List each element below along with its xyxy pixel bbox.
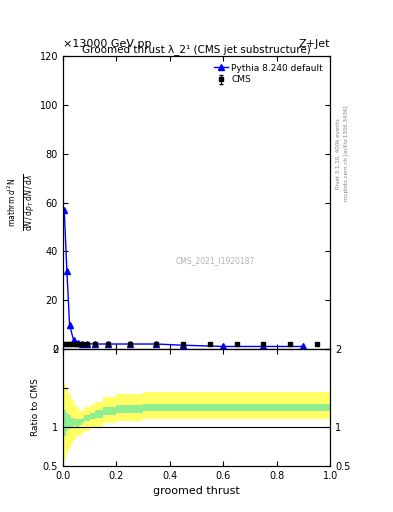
- Bar: [82, 411, 84, 433]
- Bar: [223, 403, 250, 411]
- Text: mcplots.cern.ch [arXiv:1306.3436]: mcplots.cern.ch [arXiv:1306.3436]: [344, 106, 349, 201]
- Bar: [143, 392, 170, 419]
- Bar: [63, 410, 66, 436]
- Pythia 8.240 default: [181, 342, 185, 348]
- Bar: [116, 394, 143, 421]
- Pythia 8.240 default: [301, 344, 306, 350]
- Pythia 8.240 default: [154, 341, 159, 347]
- Bar: [103, 408, 116, 415]
- Bar: [76, 408, 79, 436]
- Bar: [79, 419, 82, 425]
- Bar: [116, 405, 143, 413]
- Pythia 8.240 default: [62, 207, 66, 213]
- Pythia 8.240 default: [64, 268, 69, 274]
- Bar: [84, 415, 90, 421]
- Text: Rivet 3.1.10, 400k events: Rivet 3.1.10, 400k events: [336, 118, 341, 189]
- Bar: [196, 403, 223, 411]
- Text: Z+Jet: Z+Jet: [299, 38, 330, 49]
- Bar: [170, 392, 196, 419]
- Bar: [303, 403, 330, 411]
- Bar: [84, 408, 90, 431]
- Y-axis label: Ratio to CMS: Ratio to CMS: [31, 378, 40, 436]
- Bar: [196, 392, 223, 419]
- Bar: [277, 392, 303, 419]
- Bar: [63, 384, 66, 460]
- Bar: [170, 403, 196, 411]
- Bar: [82, 418, 84, 423]
- Bar: [73, 405, 76, 439]
- Bar: [68, 415, 71, 429]
- Bar: [303, 392, 330, 419]
- Pythia 8.240 default: [75, 340, 80, 346]
- Pythia 8.240 default: [93, 341, 97, 347]
- Bar: [71, 418, 73, 427]
- Pythia 8.240 default: [79, 340, 84, 347]
- Title: Groomed thrust λ_2¹ (CMS jet substructure): Groomed thrust λ_2¹ (CMS jet substructur…: [82, 44, 311, 55]
- Y-axis label: mathrm $d^2$N
$\overline{\mathrm{d}N\,/\,\mathrm{d}p_T\;\mathrm{d}N\,/\,\mathrm{: mathrm $d^2$N $\overline{\mathrm{d}N\,/\…: [6, 174, 37, 231]
- Bar: [250, 392, 277, 419]
- Bar: [66, 413, 68, 431]
- Pythia 8.240 default: [106, 341, 111, 347]
- Bar: [95, 402, 103, 427]
- Bar: [66, 390, 68, 454]
- Bar: [68, 394, 71, 449]
- Pythia 8.240 default: [84, 340, 89, 347]
- Bar: [143, 403, 170, 411]
- Text: CMS_2021_I1920187: CMS_2021_I1920187: [176, 257, 255, 266]
- Bar: [223, 392, 250, 419]
- Pythia 8.240 default: [127, 341, 132, 347]
- Bar: [71, 399, 73, 442]
- Bar: [73, 419, 76, 425]
- Text: ×13000 GeV pp: ×13000 GeV pp: [63, 38, 151, 49]
- Bar: [79, 410, 82, 435]
- X-axis label: groomed thrust: groomed thrust: [153, 486, 240, 496]
- Bar: [277, 403, 303, 411]
- Pythia 8.240 default: [261, 344, 266, 350]
- Bar: [250, 403, 277, 411]
- Bar: [90, 413, 95, 419]
- Bar: [76, 419, 79, 427]
- Pythia 8.240 default: [67, 322, 72, 328]
- Bar: [95, 410, 103, 418]
- Bar: [90, 405, 95, 429]
- Pythia 8.240 default: [71, 337, 76, 344]
- Bar: [103, 397, 116, 423]
- Pythia 8.240 default: [221, 344, 226, 350]
- Legend: Pythia 8.240 default, CMS: Pythia 8.240 default, CMS: [211, 61, 326, 87]
- Line: Pythia 8.240 default: Pythia 8.240 default: [61, 207, 306, 349]
